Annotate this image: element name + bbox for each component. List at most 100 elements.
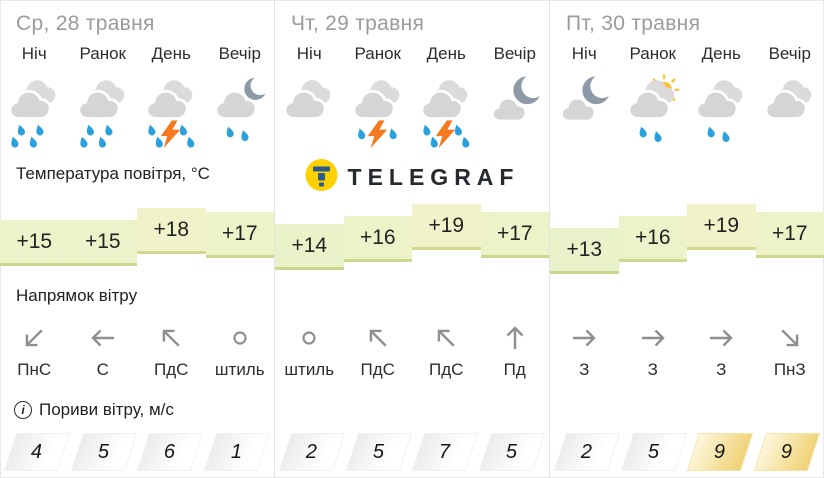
cloud-rain2-icon — [687, 74, 756, 152]
section-band — [550, 152, 824, 202]
cloud-storm4-icon — [137, 74, 206, 152]
temperature-cell: +19 — [687, 204, 756, 250]
time-of-day-row: Ніч Ранок День Вечір — [0, 44, 274, 74]
wind-direction-section-label — [275, 278, 549, 316]
cloud-storm2-icon — [344, 74, 413, 152]
wind-direction-label: ПдС — [360, 360, 395, 379]
time-label: Ніч — [21, 44, 47, 63]
cloud-storm4-icon — [412, 74, 481, 152]
gust-value: 5 — [98, 440, 110, 463]
time-label: День — [426, 44, 466, 63]
gust-value: 5 — [506, 440, 518, 463]
temperature-cell: +15 — [0, 220, 69, 266]
wind-direction-label: З — [716, 360, 727, 379]
moon-cloud-icon — [550, 74, 619, 152]
wind-direction-label: ПдС — [154, 360, 189, 379]
temperature-cell: +19 — [412, 204, 481, 250]
gust-value-box-warning: 9 — [753, 433, 820, 471]
gust-value: 2 — [306, 440, 318, 463]
wind-direction-label: ПнС — [17, 360, 52, 379]
wind-direction-label: З — [647, 360, 658, 379]
section-band: Температура повітря, °C — [0, 152, 274, 202]
temperature-cell: +14 — [275, 224, 344, 270]
temperature-cell: +17 — [480, 212, 549, 258]
cloud-rain4-icon — [0, 74, 69, 152]
wind-arrow-up-left-icon — [137, 316, 206, 360]
wind-arrow-down-right-icon — [756, 316, 824, 360]
cloudy-icon — [275, 74, 344, 152]
gust-value-box: 7 — [412, 433, 479, 471]
gust-cell: 2 — [554, 433, 621, 471]
gusts-label-text: Пориви вітру, м/с — [39, 400, 174, 419]
gust-value-box: 5 — [478, 433, 545, 471]
wind-arrows-row — [275, 316, 549, 360]
wind-labels-row: штиль ПдС ПдС Пд — [275, 360, 549, 390]
telegraf-logo-text: TELEGRAF — [347, 164, 520, 190]
gust-cell: 5 — [620, 433, 688, 471]
gust-cell: 5 — [478, 433, 546, 471]
wind-arrow-right-icon — [687, 316, 756, 360]
weather-icons-row — [275, 74, 549, 152]
gust-cell: 9 — [753, 433, 821, 471]
wind-arrow-up-icon — [481, 316, 550, 360]
time-of-day-row: Ніч Ранок День Вечір — [550, 44, 824, 74]
telegraf-logo[interactable]: TELEGRAF — [305, 158, 520, 197]
gusts-section-label — [275, 390, 549, 430]
day-column-1: Ср, 28 травня Ніч Ранок День Вечір Температур… — [0, 0, 274, 478]
time-label: Вечір — [493, 44, 536, 63]
wind-direction-label: штиль — [214, 360, 265, 379]
temperature-cell: +15 — [68, 220, 137, 266]
temperature-cell: +16 — [343, 216, 412, 262]
gust-value: 2 — [581, 440, 593, 463]
gust-cell: 6 — [137, 433, 204, 471]
gust-cell: 4 — [4, 433, 71, 471]
temperature-section-label: Температура повітря, °C — [16, 164, 210, 183]
gust-value: 9 — [781, 440, 793, 463]
temperature-cell: +17 — [755, 212, 824, 258]
gust-cell: 5 — [70, 433, 138, 471]
temperature-band: +14 +16 +19 +17 — [275, 202, 549, 278]
day-title: Чт, 29 травня — [291, 12, 425, 35]
time-label: Ранок — [629, 44, 676, 63]
gusts-row: 2 5 7 5 — [275, 430, 549, 474]
temperature-cell: +18 — [137, 208, 206, 254]
wind-direction-label: штиль — [284, 360, 335, 379]
time-label: Вечір — [218, 44, 261, 63]
gust-value-box: 5 — [70, 433, 137, 471]
gust-value: 4 — [31, 440, 43, 463]
calm-circle-icon — [206, 316, 275, 360]
weather-icons-row — [550, 74, 824, 152]
section-band: TELEGRAF — [275, 152, 549, 202]
gust-cell: 5 — [345, 433, 413, 471]
temperature-band: +13 +16 +19 +17 — [550, 202, 824, 278]
gust-cell: 2 — [279, 433, 346, 471]
day-title: Ср, 28 травня — [16, 12, 155, 35]
time-label: Вечір — [768, 44, 811, 63]
temperature-cell: +16 — [618, 216, 687, 262]
day-column-2: Чт, 29 травня Ніч Ранок День Вечір TELEGRAF +1… — [274, 0, 549, 478]
sun-cloud-rain2-icon — [619, 74, 688, 152]
telegraf-logo-icon — [305, 158, 339, 197]
info-icon[interactable]: i — [14, 401, 32, 419]
gusts-section-label — [550, 390, 824, 430]
wind-direction-label: З — [579, 360, 590, 379]
gust-value: 1 — [231, 440, 243, 463]
cloud-rain4-icon — [69, 74, 138, 152]
gust-value: 5 — [648, 440, 660, 463]
gusts-section-label: i Пориви вітру, м/с — [0, 390, 274, 430]
day-column-3: Пт, 30 травня Ніч Ранок День Вечір +13 +16 +19 +… — [549, 0, 824, 478]
gust-value-box: 4 — [4, 433, 71, 471]
wind-arrows-row — [550, 316, 824, 360]
temperature-cell: +13 — [550, 228, 619, 274]
moon-cloud-icon — [481, 74, 550, 152]
wind-direction-section-label — [550, 278, 824, 316]
wind-arrow-left-icon — [69, 316, 138, 360]
gust-cell: 9 — [687, 433, 754, 471]
gust-value-box: 2 — [279, 433, 346, 471]
gust-cell: 1 — [203, 433, 271, 471]
gusts-row: 4 5 6 1 — [0, 430, 274, 474]
cloudy-icon — [756, 74, 824, 152]
temperature-band: +15 +15 +18 +17 — [0, 202, 274, 278]
time-of-day-row: Ніч Ранок День Вечір — [275, 44, 549, 74]
